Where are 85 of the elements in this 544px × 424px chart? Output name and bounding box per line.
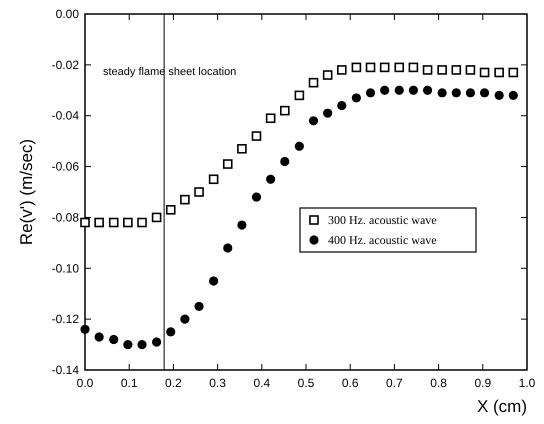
point	[508, 90, 518, 100]
point	[266, 113, 276, 124]
point	[366, 88, 376, 98]
y-tick-label: -0.04	[52, 108, 80, 123]
point	[437, 65, 447, 75]
point	[422, 65, 432, 75]
point	[352, 93, 361, 103]
point	[294, 142, 304, 151]
y-tick-label: -0.12	[52, 312, 80, 326]
point	[337, 65, 347, 75]
point	[380, 62, 390, 72]
point	[508, 68, 518, 78]
point	[237, 220, 247, 230]
point	[237, 144, 247, 154]
point	[294, 90, 304, 100]
point	[194, 187, 204, 197]
point	[208, 174, 218, 184]
point	[280, 156, 290, 166]
point	[209, 276, 218, 286]
x-tick-label: 0.2	[165, 376, 182, 390]
point	[494, 68, 504, 78]
point	[137, 218, 147, 228]
x-tick-label: 0.5	[298, 376, 315, 390]
point	[408, 86, 418, 95]
point	[252, 192, 262, 202]
point	[223, 243, 232, 253]
point	[123, 340, 132, 350]
x-tick-label: 0.9	[474, 376, 492, 390]
point	[80, 218, 90, 228]
y-tick-label: 0.00	[56, 7, 80, 21]
point	[94, 332, 104, 342]
point	[308, 78, 318, 88]
point	[466, 65, 476, 75]
point	[80, 324, 90, 334]
y-tick-label: -0.14	[52, 363, 80, 377]
point	[152, 212, 162, 222]
point	[494, 90, 504, 100]
point	[194, 302, 204, 312]
point	[366, 62, 376, 72]
point	[137, 340, 147, 350]
x-tick-label: 0.8	[430, 376, 448, 390]
point	[352, 62, 362, 72]
point	[438, 88, 447, 98]
point	[337, 100, 346, 110]
x-axis-title: X (cm)	[476, 397, 527, 416]
y-tick-label: -0.06	[52, 160, 80, 174]
point	[451, 65, 462, 75]
point	[108, 218, 119, 228]
legend-label: 300 Hz. acoustic wave	[328, 213, 437, 227]
point	[94, 218, 104, 228]
point	[152, 337, 162, 347]
point	[252, 131, 262, 141]
y-tick-label: -0.08	[52, 210, 80, 224]
y-tick-label: -0.02	[52, 58, 80, 72]
point	[222, 159, 233, 169]
x-tick-label: 0.1	[120, 376, 138, 390]
point	[408, 62, 418, 72]
point	[180, 194, 190, 204]
point	[280, 106, 290, 116]
point	[394, 62, 404, 72]
x-tick-label: 0.7	[386, 376, 404, 390]
x-tick-label: 0.0	[76, 376, 94, 390]
point	[480, 88, 490, 98]
point	[180, 314, 190, 324]
point	[323, 108, 332, 118]
point	[422, 86, 432, 95]
legend-label: 400 Hz. acoustic wave	[328, 233, 437, 247]
x-tick-label: 0.3	[209, 376, 226, 390]
point	[308, 116, 318, 126]
point	[322, 70, 332, 80]
x-tick-label: 0.4	[253, 376, 270, 390]
point	[109, 334, 118, 344]
y-tick-label: -0.10	[52, 261, 80, 276]
point	[166, 205, 176, 215]
point	[452, 88, 461, 98]
point	[480, 68, 490, 78]
point	[166, 327, 176, 336]
point	[123, 218, 133, 228]
point	[380, 86, 390, 95]
x-tick-label: 1.0	[518, 376, 536, 390]
point	[466, 88, 476, 98]
y-axis-title: Re(v') (m/sec)	[17, 138, 36, 246]
point	[394, 86, 404, 95]
x-tick-label: 0.6	[342, 376, 359, 390]
point	[266, 174, 276, 184]
